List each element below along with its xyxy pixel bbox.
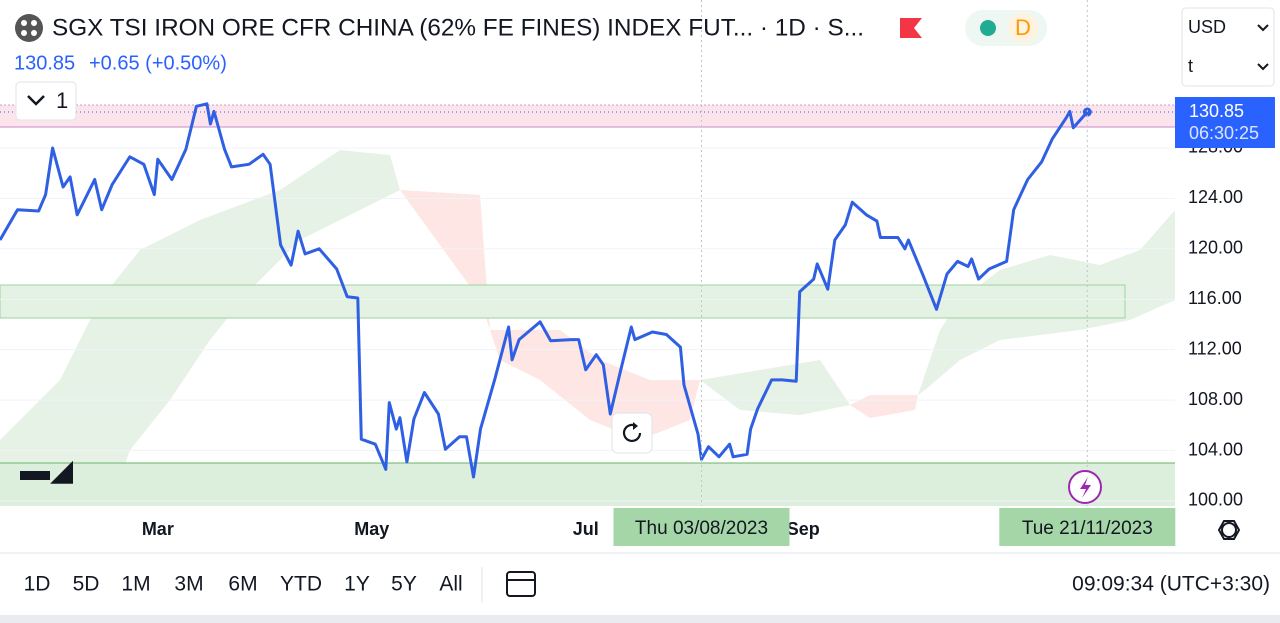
- range-button[interactable]: 5D: [73, 573, 100, 596]
- crosshair-box: [613, 508, 790, 546]
- symbol-icon: [21, 30, 27, 36]
- reset-button[interactable]: [611, 412, 653, 454]
- zone-band: [0, 284, 1126, 319]
- crosshair-label: Tue 21/11/2023: [1022, 518, 1153, 539]
- x-tick-label: Sep: [787, 519, 820, 539]
- reset-icon: [622, 423, 642, 442]
- range-button[interactable]: 5Y: [391, 573, 417, 596]
- currency[interactable]: USD: [1188, 17, 1226, 37]
- chevron: [1257, 24, 1269, 32]
- last-point: [1082, 107, 1092, 117]
- flag-icon: [900, 18, 922, 38]
- price-change: +0.65 (+0.50%): [89, 52, 227, 74]
- x-tick-label: May: [354, 519, 389, 539]
- logo: ▬◢: [20, 454, 73, 487]
- toolbar: 09:09:34 (UTC+3:30) 1D 5D 1M 3M 6M YTD 1Y 5Y All: [0, 567, 1280, 623]
- clock[interactable]: 09:09:34 (UTC+3:30): [1072, 573, 1270, 596]
- y-tick-label: 120.00: [1188, 238, 1243, 258]
- y-tick-label: 104.00: [1188, 439, 1243, 459]
- y-tick-label: 124.00: [1188, 187, 1243, 207]
- chart-overlays: ▬◢: [0, 412, 1280, 554]
- date-range-icon[interactable]: [506, 571, 536, 597]
- indicator-count[interactable]: 1: [56, 88, 68, 113]
- plot: [0, 0, 1175, 506]
- x-tick-label: Mar: [142, 519, 174, 539]
- delay-badge: D: [1015, 15, 1031, 40]
- last-price-label: 130.85: [1189, 101, 1244, 121]
- crosshair-box: [999, 508, 1176, 546]
- range-button[interactable]: All: [439, 573, 462, 596]
- event-icon: [1080, 477, 1091, 498]
- symbol-icon: [31, 30, 37, 36]
- y-tick-label: 116.00: [1188, 288, 1242, 308]
- countdown: 06:30:25: [1189, 123, 1259, 143]
- reset-icon: [633, 422, 638, 430]
- bottom-strip: [0, 615, 1280, 623]
- badge-bg: [1008, 13, 1038, 43]
- settings-icon: [1217, 520, 1241, 540]
- zone-band: [0, 463, 1175, 506]
- range-button[interactable]: 1Y: [344, 573, 370, 596]
- header: SGX TSI IRON ORE CFR CHINA (62% FE FINES…: [14, 7, 1275, 121]
- symbol-title: SGX TSI IRON ORE CFR CHINA (62% FE FINES…: [52, 14, 864, 41]
- range-button[interactable]: 6M: [228, 573, 257, 596]
- symbol-icon: [15, 14, 43, 42]
- symbol-icon: [31, 20, 37, 26]
- x-tick-label: Jul: [573, 519, 599, 539]
- zone-band: [0, 105, 1175, 127]
- settings-icon[interactable]: [1221, 522, 1237, 538]
- last-price-box: [1175, 97, 1275, 149]
- range-button[interactable]: 3M: [174, 573, 203, 596]
- crosshair-label: Thu 03/08/2023: [635, 518, 768, 539]
- y-tick-label: 112.00: [1188, 338, 1242, 358]
- collapse-button[interactable]: [15, 81, 77, 121]
- range-button[interactable]: YTD: [280, 573, 322, 596]
- unit[interactable]: t: [1188, 56, 1193, 76]
- chevron: [27, 95, 45, 106]
- price-line: [0, 102, 1089, 479]
- chevron: [1257, 63, 1269, 71]
- range-button[interactable]: 1D: [24, 573, 51, 596]
- range-button[interactable]: 1M: [121, 573, 150, 596]
- y-tick-label: 100.00: [1188, 490, 1243, 510]
- status-dot: [980, 20, 996, 36]
- symbol-icon: [21, 20, 27, 26]
- currency-box[interactable]: [1181, 7, 1275, 87]
- y-tick-label: 108.00: [1188, 389, 1243, 409]
- last-price: 130.85: [14, 52, 75, 74]
